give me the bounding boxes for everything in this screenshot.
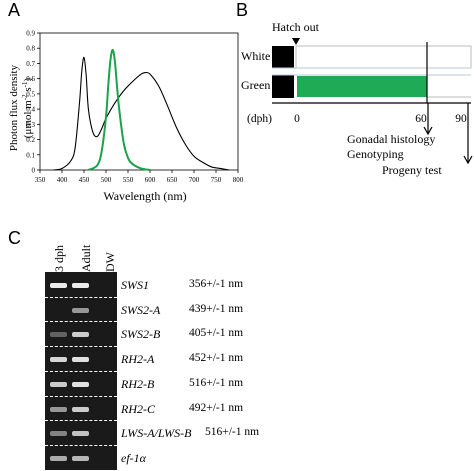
gene-label: RH2-A bbox=[121, 352, 155, 367]
gel-band bbox=[72, 381, 89, 387]
y-tick-label: 0.4 bbox=[26, 106, 35, 114]
gel-band bbox=[50, 431, 67, 437]
x-tick-label: 550 bbox=[123, 176, 134, 184]
gel-band bbox=[50, 455, 67, 461]
x-tick-label: 650 bbox=[167, 176, 178, 184]
y-axis-label-line2: (μmol m-2 s-1) bbox=[21, 77, 34, 138]
tick-90: 90 bbox=[455, 113, 467, 125]
gel-band bbox=[72, 406, 89, 412]
event-genotyping: Genotyping bbox=[347, 147, 404, 161]
white-row-bar bbox=[295, 45, 472, 69]
gene-label: ef-1α bbox=[121, 450, 146, 465]
peak-wavelength: 405+/-1 nm bbox=[189, 327, 244, 340]
spectrum-chart: Photon flux density (μmol m-2 s-1) Wavel… bbox=[8, 30, 244, 204]
x-tick-label: 600 bbox=[145, 176, 156, 184]
peak-wavelength: 516+/-1 nm bbox=[205, 426, 260, 439]
gel-band bbox=[50, 332, 67, 338]
dph-label: (dph) bbox=[247, 113, 272, 125]
gel-band bbox=[72, 357, 89, 363]
x-tick-label: 700 bbox=[189, 176, 200, 184]
hatch-out-label: Hatch out bbox=[272, 20, 320, 34]
event-progeny: Progeny test bbox=[382, 163, 442, 177]
y-tick-label: 0 bbox=[32, 167, 36, 175]
peak-wavelength: 439+/-1 nm bbox=[189, 302, 244, 315]
x-axis-label: Wavelength (nm) bbox=[103, 189, 186, 203]
x-tick-label: 400 bbox=[57, 176, 68, 184]
gel-band bbox=[72, 431, 89, 437]
gel-band bbox=[50, 283, 67, 288]
arrow-60-icon bbox=[423, 126, 433, 136]
gene-label: SWS2-A bbox=[121, 302, 161, 317]
gel-band bbox=[72, 307, 89, 313]
gel-band bbox=[50, 357, 67, 363]
x-tick-label: 750 bbox=[211, 176, 222, 184]
green-light-series bbox=[87, 48, 151, 171]
peak-wavelength: 492+/-1 nm bbox=[189, 401, 244, 414]
x-tick-label: 450 bbox=[79, 176, 90, 184]
y-tick-label: 0.7 bbox=[26, 60, 35, 68]
gel-separator bbox=[45, 395, 117, 397]
panel-b-letter: B bbox=[236, 0, 249, 20]
green-row-dark-block bbox=[272, 75, 294, 98]
green-row-bar bbox=[297, 76, 427, 97]
white-row-dark-block bbox=[272, 46, 294, 68]
peak-wavelength: 356+/-1 nm bbox=[189, 278, 244, 290]
arrow-90-icon bbox=[463, 155, 473, 165]
lane-3dph: 3 dph bbox=[52, 245, 66, 272]
y-tick-label: 0.6 bbox=[26, 75, 35, 83]
gel-separator bbox=[45, 346, 117, 348]
gel-separator bbox=[45, 444, 117, 446]
gel-separator bbox=[45, 370, 117, 372]
timeline-diagram: Hatch out White Green (dph) 0 60 90 Gona… bbox=[241, 20, 473, 177]
panel-c-letter: C bbox=[8, 228, 21, 248]
y-tick-label: 0.9 bbox=[26, 30, 35, 38]
x-tick-label: 500 bbox=[101, 176, 112, 184]
y-tick-label: 0.5 bbox=[26, 90, 35, 98]
y-tick-label: 0.8 bbox=[26, 45, 35, 53]
gel-separator bbox=[45, 420, 117, 422]
y-tick-label: 0.1 bbox=[26, 151, 35, 159]
row-label-white: White bbox=[241, 49, 270, 63]
gene-label: RH2-C bbox=[121, 401, 155, 416]
gene-label: SWS2-B bbox=[121, 327, 161, 342]
hatch-arrow-icon bbox=[292, 38, 300, 45]
gel-separator bbox=[45, 321, 117, 323]
peak-wavelength: 516+/-1 nm bbox=[189, 376, 244, 389]
gel-separator bbox=[45, 296, 117, 298]
y-tick-label: 0.2 bbox=[26, 136, 35, 144]
y-tick-label: 0.3 bbox=[26, 121, 35, 129]
gel-band bbox=[50, 406, 67, 412]
gel-band bbox=[72, 455, 89, 461]
tick-60: 60 bbox=[415, 113, 427, 125]
row-label-green: Green bbox=[241, 78, 270, 92]
lane-adult: Adult bbox=[79, 244, 93, 272]
lane-dw: DW bbox=[103, 252, 117, 272]
gel-band bbox=[50, 381, 67, 387]
x-tick-label: 800 bbox=[233, 176, 244, 184]
gene-label: SWS1 bbox=[121, 278, 149, 292]
x-tick-label: 350 bbox=[35, 176, 46, 184]
gel-band bbox=[72, 332, 89, 338]
y-axis-label-line1: Photon flux density bbox=[8, 64, 20, 151]
peak-wavelength: 452+/-1 nm bbox=[189, 352, 244, 365]
gene-label: LWS-A/LWS-B bbox=[121, 426, 192, 441]
event-gonadal: Gonadal histology bbox=[347, 132, 435, 146]
white-light-series bbox=[53, 56, 230, 171]
tick-0: 0 bbox=[294, 113, 300, 125]
gene-label: RH2-B bbox=[121, 376, 155, 391]
panel-a-letter: A bbox=[8, 0, 21, 20]
plot-frame bbox=[39, 32, 239, 171]
gel-band bbox=[72, 283, 89, 288]
